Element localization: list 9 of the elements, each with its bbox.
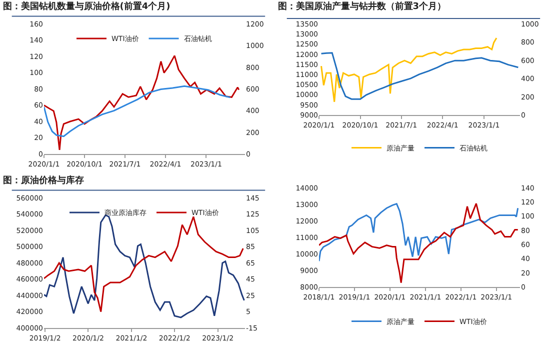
line-series: [44, 85, 231, 138]
chart-title: 图：美国钻机数量与原油价格(前置4个月): [2, 0, 170, 12]
chart-title: 图：原油价格与库存: [2, 174, 84, 186]
chart-title: 图：美国原油产量与钻井数（前置3个月）: [278, 0, 446, 12]
line-series: [320, 37, 498, 103]
line-series: [319, 202, 519, 284]
line-series: [319, 203, 519, 262]
line-series: [320, 52, 519, 100]
line-series: [44, 54, 240, 151]
